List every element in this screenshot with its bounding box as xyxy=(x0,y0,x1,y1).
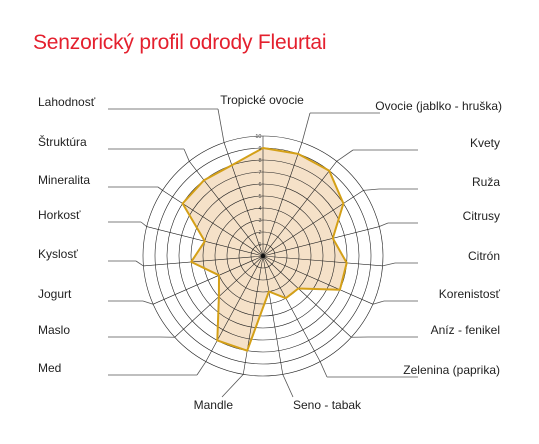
grid-spoke xyxy=(223,142,264,257)
axis-label: Tropické ovocie xyxy=(220,93,304,107)
axis-label: Štruktúra xyxy=(38,134,87,149)
axis-label: Jogurt xyxy=(38,287,72,301)
grid-spoke xyxy=(262,255,321,362)
axis-label: Citrón xyxy=(468,249,500,263)
label-leader xyxy=(282,374,294,398)
axis-label: Korenistosť xyxy=(439,287,501,301)
radial-tick-labels: 1 2 3 4 5 6 7 8 9 10 xyxy=(255,134,261,248)
axis-label: Ovocie (jablko - hruška) xyxy=(375,99,502,113)
grid-spoke xyxy=(162,190,264,257)
profile-line xyxy=(181,147,348,352)
profile-area xyxy=(182,148,347,351)
axis-label: Ruža xyxy=(472,175,500,189)
label-leader xyxy=(157,186,163,191)
radar-grid xyxy=(142,135,384,377)
axis-labels: Tropické ovocie Ovocie (jablko - hruška) K… xyxy=(38,93,502,412)
axis-label: Kyslosť xyxy=(38,247,78,261)
profile-outline xyxy=(181,147,348,352)
radial-tick-label: 6 xyxy=(258,182,261,188)
axis-label: Kvety xyxy=(470,136,500,150)
label-leader xyxy=(372,300,385,305)
axis-label: Lahodnosť xyxy=(38,95,96,109)
axis-label: Mandle xyxy=(194,398,234,412)
radial-tick-label: 4 xyxy=(258,206,261,212)
axis-label: Med xyxy=(38,361,61,375)
grid-spoke xyxy=(262,161,337,257)
label-leader xyxy=(363,188,380,191)
axis-label: Aníz - fenikel xyxy=(431,323,500,337)
grid-spoke xyxy=(262,255,284,375)
center-point xyxy=(260,253,266,259)
radial-tick-label: 8 xyxy=(258,158,261,164)
grid-spoke xyxy=(152,255,264,305)
grid-spoke xyxy=(143,255,264,267)
grid-spoke xyxy=(262,226,380,257)
label-leader xyxy=(140,221,147,227)
grid-spoke xyxy=(262,255,383,267)
radial-tick-label: 3 xyxy=(258,218,261,224)
radial-tick-label: 1 xyxy=(258,242,261,248)
axis-label: Seno - tabak xyxy=(293,398,362,412)
radial-tick-label: 2 xyxy=(258,230,261,236)
label-leader xyxy=(135,260,144,267)
radial-tick-label: 7 xyxy=(258,170,261,176)
label-leader xyxy=(301,112,311,143)
label-leader xyxy=(379,222,389,227)
label-leader xyxy=(196,361,207,376)
grid-spoke xyxy=(262,255,352,338)
label-leader xyxy=(221,374,244,398)
axis-label: Mineralita xyxy=(38,173,90,187)
label-leader xyxy=(183,148,190,162)
axis-label: Horkosť xyxy=(38,208,81,222)
label-leader xyxy=(382,262,396,267)
axis-label: Maslo xyxy=(38,323,70,337)
grid-spoke xyxy=(262,190,364,257)
label-leader xyxy=(142,300,154,305)
radial-tick-label: 5 xyxy=(258,194,261,200)
axis-label: Citrusy xyxy=(463,209,500,223)
grid-spoke xyxy=(242,255,264,375)
label-leader xyxy=(336,149,354,162)
radial-tick-label: 10 xyxy=(255,134,261,140)
radial-tick-label: 9 xyxy=(258,146,261,152)
label-leader xyxy=(217,108,225,143)
grid-spoke xyxy=(205,255,264,362)
grid-spoke xyxy=(189,161,264,257)
chart-title: Senzorický profil odrody Fleurtai xyxy=(33,31,327,54)
grid-spoke xyxy=(262,142,303,257)
grid-spoke xyxy=(262,255,374,305)
label-leader xyxy=(319,361,328,378)
label-leader-lines xyxy=(108,108,418,398)
axis-label: Zelenina (paprika) xyxy=(403,363,500,377)
profile-fill xyxy=(182,148,347,351)
